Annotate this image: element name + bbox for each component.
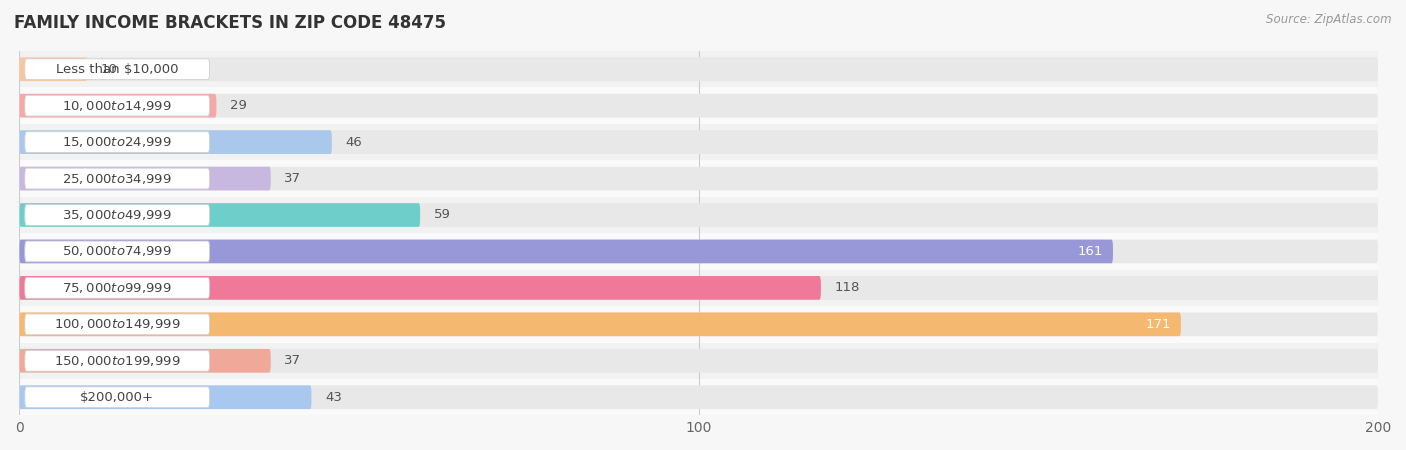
FancyBboxPatch shape: [25, 132, 209, 153]
Text: FAMILY INCOME BRACKETS IN ZIP CODE 48475: FAMILY INCOME BRACKETS IN ZIP CODE 48475: [14, 14, 446, 32]
FancyBboxPatch shape: [25, 351, 209, 371]
FancyBboxPatch shape: [20, 58, 1378, 81]
FancyBboxPatch shape: [20, 94, 1378, 117]
Text: 46: 46: [346, 135, 363, 148]
Bar: [20, 342, 1378, 379]
Bar: [20, 306, 1378, 342]
FancyBboxPatch shape: [20, 239, 1114, 263]
FancyBboxPatch shape: [20, 58, 87, 81]
Text: $10,000 to $14,999: $10,000 to $14,999: [62, 99, 172, 112]
Text: 118: 118: [835, 281, 860, 294]
Text: 37: 37: [284, 354, 301, 367]
Text: $50,000 to $74,999: $50,000 to $74,999: [62, 244, 172, 258]
FancyBboxPatch shape: [20, 166, 271, 190]
FancyBboxPatch shape: [20, 276, 821, 300]
Bar: [20, 233, 1378, 270]
Text: Source: ZipAtlas.com: Source: ZipAtlas.com: [1267, 14, 1392, 27]
FancyBboxPatch shape: [25, 241, 209, 262]
Text: 10: 10: [101, 63, 118, 76]
FancyBboxPatch shape: [25, 205, 209, 225]
Bar: [20, 124, 1378, 160]
FancyBboxPatch shape: [25, 95, 209, 116]
FancyBboxPatch shape: [25, 314, 209, 335]
Bar: [20, 270, 1378, 306]
Text: $100,000 to $149,999: $100,000 to $149,999: [53, 317, 180, 331]
Text: 29: 29: [231, 99, 247, 112]
Text: 43: 43: [325, 391, 342, 404]
FancyBboxPatch shape: [20, 385, 312, 409]
Text: $75,000 to $99,999: $75,000 to $99,999: [62, 281, 172, 295]
FancyBboxPatch shape: [20, 239, 1378, 263]
FancyBboxPatch shape: [20, 203, 420, 227]
FancyBboxPatch shape: [25, 59, 209, 80]
FancyBboxPatch shape: [20, 276, 1378, 300]
FancyBboxPatch shape: [20, 385, 1378, 409]
Bar: [20, 51, 1378, 87]
FancyBboxPatch shape: [20, 312, 1378, 336]
Text: $150,000 to $199,999: $150,000 to $199,999: [53, 354, 180, 368]
Text: $35,000 to $49,999: $35,000 to $49,999: [62, 208, 172, 222]
Text: $15,000 to $24,999: $15,000 to $24,999: [62, 135, 172, 149]
Bar: [20, 87, 1378, 124]
FancyBboxPatch shape: [20, 349, 271, 373]
FancyBboxPatch shape: [20, 130, 332, 154]
Text: $200,000+: $200,000+: [80, 391, 155, 404]
Bar: [20, 197, 1378, 233]
Text: $25,000 to $34,999: $25,000 to $34,999: [62, 171, 172, 185]
FancyBboxPatch shape: [20, 312, 1181, 336]
Bar: [20, 379, 1378, 415]
FancyBboxPatch shape: [20, 166, 1378, 190]
FancyBboxPatch shape: [20, 203, 1378, 227]
Text: 59: 59: [433, 208, 450, 221]
FancyBboxPatch shape: [25, 278, 209, 298]
FancyBboxPatch shape: [20, 349, 1378, 373]
Text: 171: 171: [1146, 318, 1171, 331]
Text: 161: 161: [1077, 245, 1102, 258]
FancyBboxPatch shape: [25, 387, 209, 408]
Text: Less than $10,000: Less than $10,000: [56, 63, 179, 76]
Text: 37: 37: [284, 172, 301, 185]
Bar: [20, 160, 1378, 197]
FancyBboxPatch shape: [25, 168, 209, 189]
FancyBboxPatch shape: [20, 130, 1378, 154]
FancyBboxPatch shape: [20, 94, 217, 117]
